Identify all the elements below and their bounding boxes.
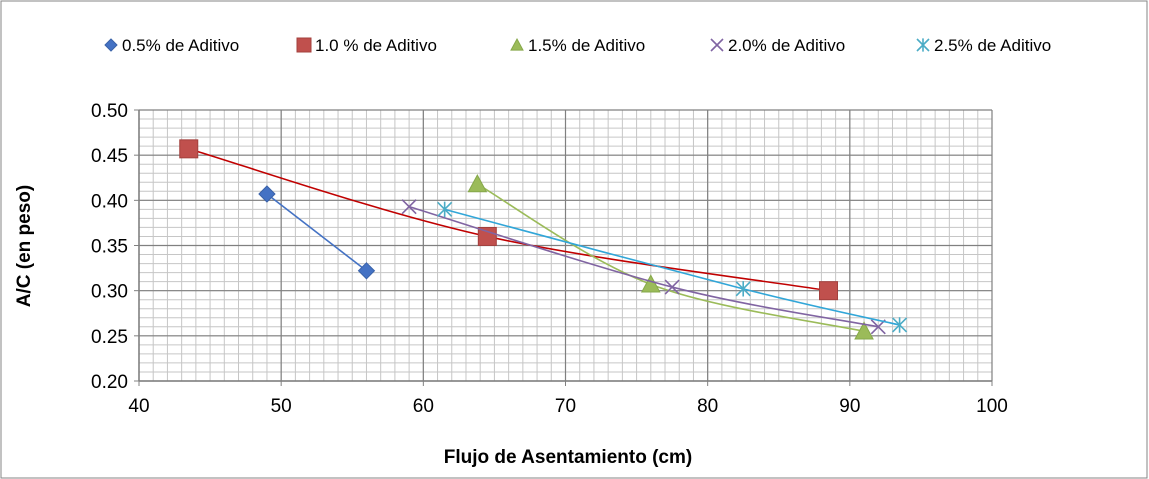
- y-tick-label: 0.25: [91, 327, 128, 348]
- series-line: [444, 208, 900, 326]
- series-4: [401, 199, 886, 335]
- legend-item-3: 1.5% de Aditivo: [510, 36, 645, 55]
- legend-item-2: 1.0 % de Aditivo: [296, 36, 437, 55]
- y-axis-title: A/C (en peso): [14, 185, 35, 307]
- x-tick-label: 100: [976, 396, 1008, 417]
- data-point: [467, 174, 488, 193]
- legend-marker: [710, 38, 724, 52]
- legend: 0.5% de Aditivo 1.0 % de Aditivo 1.5% de A…: [104, 36, 1051, 55]
- y-tick-label: 0.45: [91, 146, 128, 167]
- series-5: [437, 201, 908, 333]
- data-point: [892, 317, 908, 333]
- series-layer: [179, 139, 908, 340]
- y-tick-label: 0.35: [91, 237, 128, 258]
- data-point: [401, 199, 417, 215]
- legend-marker: [296, 37, 312, 53]
- x-tick-label: 90: [839, 396, 860, 417]
- y-tick-label: 0.20: [91, 372, 128, 393]
- series-line: [266, 193, 367, 272]
- data-point: [477, 226, 497, 246]
- legend-label: 2.5% de Aditivo: [934, 36, 1051, 55]
- axes: 40 50 60 70 80 90 100 0.20 0.25 0.30 0.35 0.40 0.45 0…: [91, 101, 1008, 417]
- legend-item-4: 2.0% de Aditivo: [710, 36, 845, 55]
- data-point: [179, 139, 199, 159]
- series-1: [258, 185, 376, 280]
- legend-label: 2.0% de Aditivo: [728, 36, 845, 55]
- legend-item-5: 2.5% de Aditivo: [916, 36, 1051, 55]
- data-point: [735, 281, 751, 297]
- data-point: [870, 319, 886, 335]
- data-point: [664, 279, 680, 295]
- series-2: [179, 139, 839, 301]
- x-tick-label: 80: [697, 396, 718, 417]
- x-axis-title: Flujo de Asentamiento (cm): [444, 447, 692, 468]
- data-point: [258, 185, 276, 203]
- legend-marker: [510, 37, 524, 51]
- legend-marker: [916, 38, 930, 52]
- y-tick-label: 0.30: [91, 282, 128, 303]
- data-point: [437, 201, 453, 218]
- x-tick-label: 40: [128, 396, 149, 417]
- y-tick-label: 0.50: [91, 101, 128, 122]
- legend-label: 1.0 % de Aditivo: [315, 36, 437, 55]
- legend-item-1: 0.5% de Aditivo: [104, 36, 239, 55]
- data-point: [640, 274, 661, 293]
- x-tick-label: 60: [413, 396, 434, 417]
- series-3: [467, 174, 874, 340]
- y-tick-label: 0.40: [91, 191, 128, 212]
- x-tick-label: 50: [271, 396, 292, 417]
- data-point: [357, 262, 376, 280]
- x-tick-label: 70: [555, 396, 576, 417]
- legend-marker: [104, 38, 118, 52]
- legend-label: 1.5% de Aditivo: [528, 36, 645, 55]
- data-point: [854, 321, 874, 340]
- data-point: [819, 281, 839, 301]
- legend-label: 0.5% de Aditivo: [122, 36, 239, 55]
